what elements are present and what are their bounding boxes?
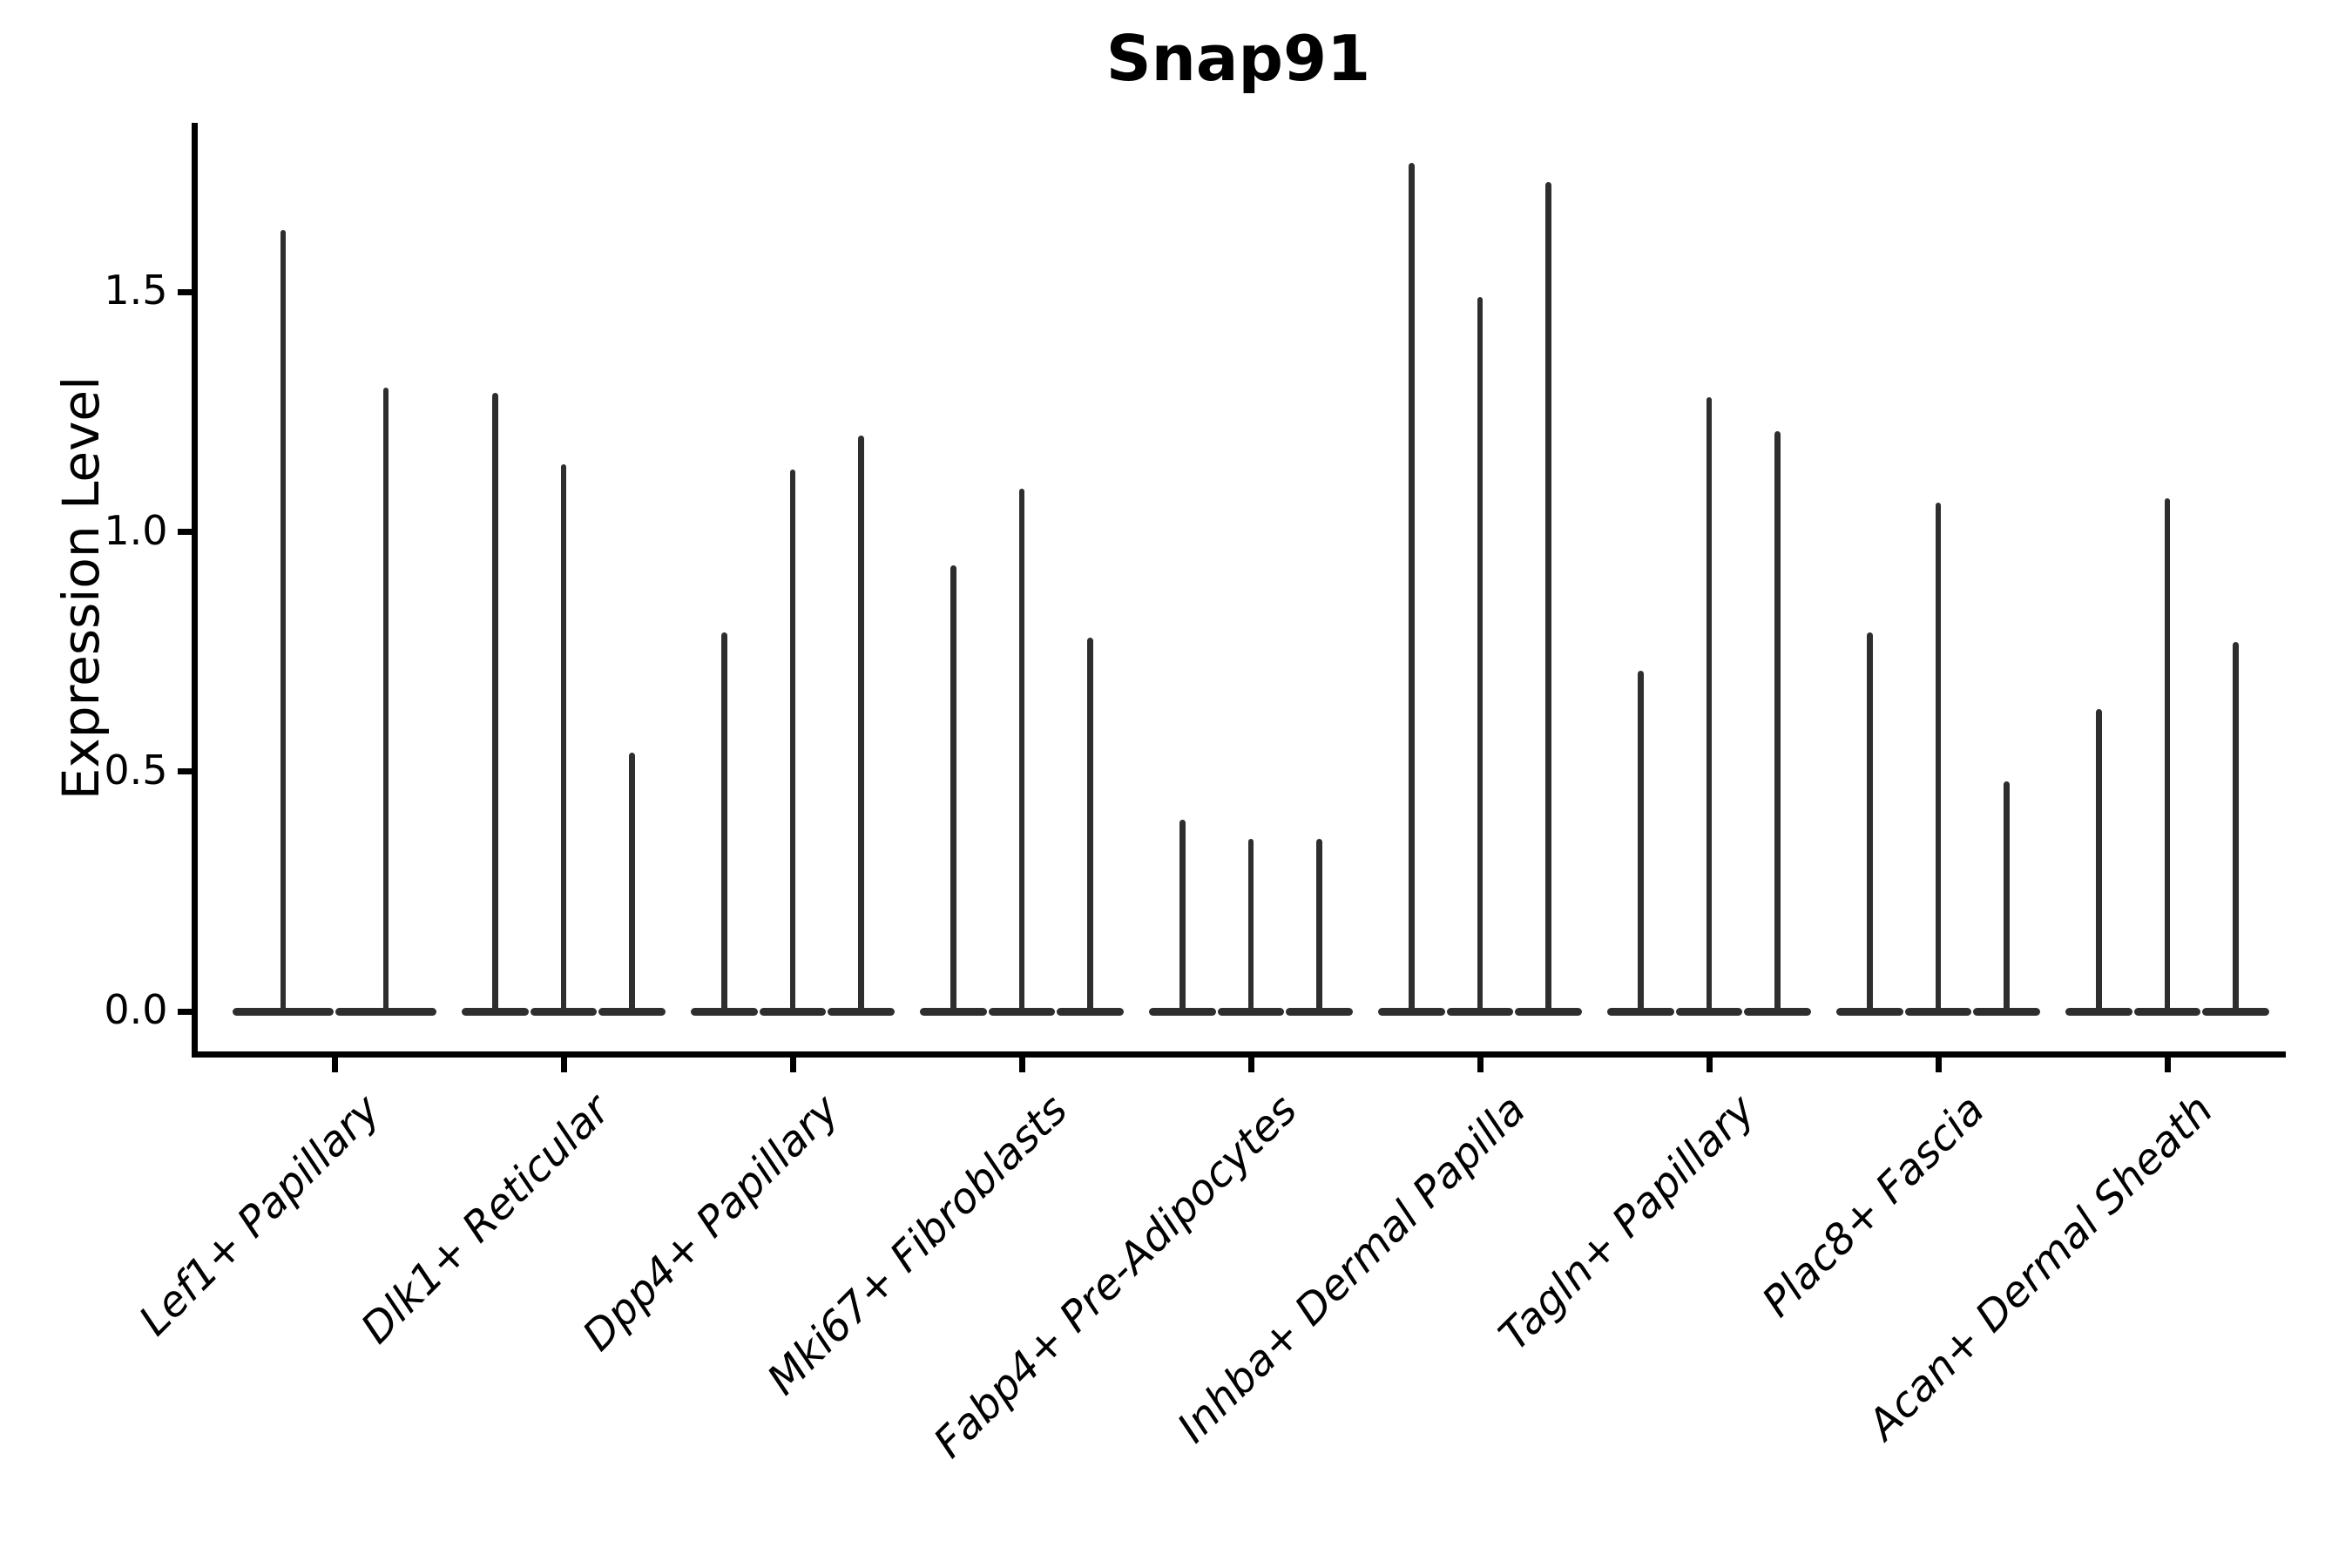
- y-tick-label: 0.5: [104, 746, 168, 794]
- violin-spike: [1018, 488, 1025, 1016]
- x-tick-label: Plac8+ Fascia: [1752, 1085, 1994, 1327]
- x-tick-label: Dpp4+ Papillary: [573, 1085, 848, 1361]
- y-axis-spine: [191, 123, 198, 1058]
- violin-spike: [1706, 397, 1713, 1016]
- x-tick-mark: [560, 1057, 567, 1072]
- violin-spike: [1247, 838, 1254, 1016]
- violin-spike: [1638, 671, 1644, 1016]
- violin-spike: [2096, 709, 2102, 1016]
- violin-spike: [789, 469, 796, 1016]
- violin-spike: [492, 392, 498, 1016]
- y-tick-label: 0.0: [104, 985, 168, 1033]
- y-axis-label: Expression Level: [51, 375, 111, 801]
- x-tick-mark: [1935, 1057, 1942, 1072]
- violin-spike: [560, 464, 567, 1016]
- violin-spike: [950, 565, 956, 1016]
- x-tick-mark: [1706, 1057, 1713, 1072]
- violin-spike: [2233, 642, 2239, 1016]
- x-axis-spine: [191, 1051, 2286, 1058]
- x-tick-mark: [1247, 1057, 1254, 1072]
- x-tick-mark: [1477, 1057, 1484, 1072]
- x-tick-mark: [2164, 1057, 2171, 1072]
- violin-spike: [1087, 637, 1093, 1016]
- x-tick-label: Tagln+ Papillary: [1490, 1085, 1765, 1361]
- violin-spike: [382, 388, 389, 1016]
- violin-spike: [1477, 296, 1484, 1016]
- violin-spike: [1935, 503, 1942, 1016]
- y-tick-mark: [177, 529, 192, 535]
- y-tick-mark: [177, 768, 192, 775]
- violin-spike: [721, 632, 727, 1016]
- y-tick-label: 1.0: [104, 506, 168, 554]
- violin-spike: [1545, 181, 1551, 1016]
- x-tick-mark: [1018, 1057, 1025, 1072]
- chart-title: Snap91: [1105, 22, 1371, 95]
- violin-spike: [629, 752, 635, 1016]
- violin-spike: [2164, 497, 2171, 1016]
- violin-spike: [1867, 632, 1873, 1016]
- x-tick-mark: [331, 1057, 338, 1072]
- x-tick-mark: [789, 1057, 796, 1072]
- y-tick-label: 1.5: [104, 267, 168, 314]
- y-tick-mark: [177, 1008, 192, 1015]
- violin-spike: [2004, 781, 2010, 1016]
- violin-spike: [1409, 162, 1415, 1016]
- violin-spike: [1316, 838, 1322, 1016]
- violin-spike: [280, 229, 287, 1016]
- x-tick-label: Lef1+ Papillary: [130, 1085, 390, 1346]
- violin-spike: [1179, 819, 1186, 1016]
- x-tick-label: Dlk1+ Reticular: [351, 1085, 619, 1354]
- y-tick-mark: [177, 288, 192, 295]
- violin-spike: [858, 436, 864, 1016]
- violin-spike: [1774, 430, 1781, 1016]
- x-tick-label: Fabp4+ Pre-Adipocytes: [924, 1085, 1307, 1468]
